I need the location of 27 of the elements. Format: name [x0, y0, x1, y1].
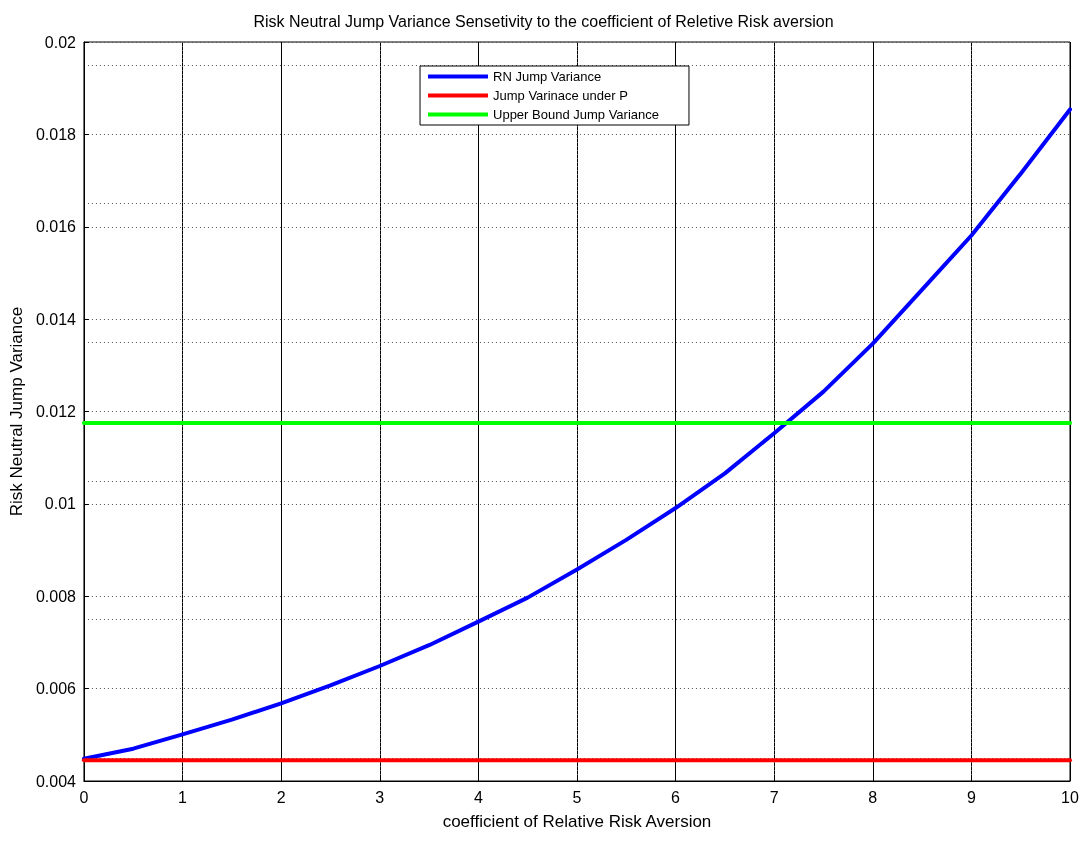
y-tick-label: 0.008 — [35, 587, 77, 605]
y-tick-label: 0.012 — [35, 403, 77, 420]
legend-label: Jump Varinace under P — [493, 88, 628, 103]
line-series — [81, 107, 1072, 761]
legend-label: Upper Bound Jump Variance — [493, 107, 659, 122]
y-tick-label: 0.02 — [44, 33, 77, 51]
y-tick-label: 0.018 — [35, 125, 77, 143]
chart-title: Risk Neutral Jump Variance Sensetivity to the coefficient of Reletive Risk aversion — [253, 12, 834, 30]
legend-label: RN Jump Variance — [493, 69, 602, 84]
x-tick-label: 2 — [276, 788, 286, 806]
x-tick-label: 7 — [769, 788, 779, 806]
x-tick-label: 3 — [375, 788, 385, 806]
x-tick-label: 6 — [671, 788, 681, 806]
x-axis-title: coefficient of Relative Risk Aversion — [442, 812, 712, 831]
x-tick-label: 1 — [178, 788, 188, 806]
y-axis-title: Risk Neutral Jump Variance — [7, 306, 26, 517]
x-tick-label: 5 — [572, 788, 582, 806]
y-tick-label: 0.016 — [35, 218, 77, 236]
y-tick-label: 0.004 — [35, 772, 77, 790]
x-tick-label: 8 — [868, 788, 878, 806]
y-tick-label: 0.014 — [35, 310, 77, 328]
y-tick-label: 0.006 — [35, 680, 77, 698]
y-tick-label: 0.01 — [44, 495, 77, 513]
x-tick-label: 10 — [1061, 788, 1079, 806]
x-tick-label: 4 — [473, 788, 483, 806]
x-tick-label: 9 — [966, 788, 976, 806]
x-tick-label: 0 — [79, 788, 89, 806]
